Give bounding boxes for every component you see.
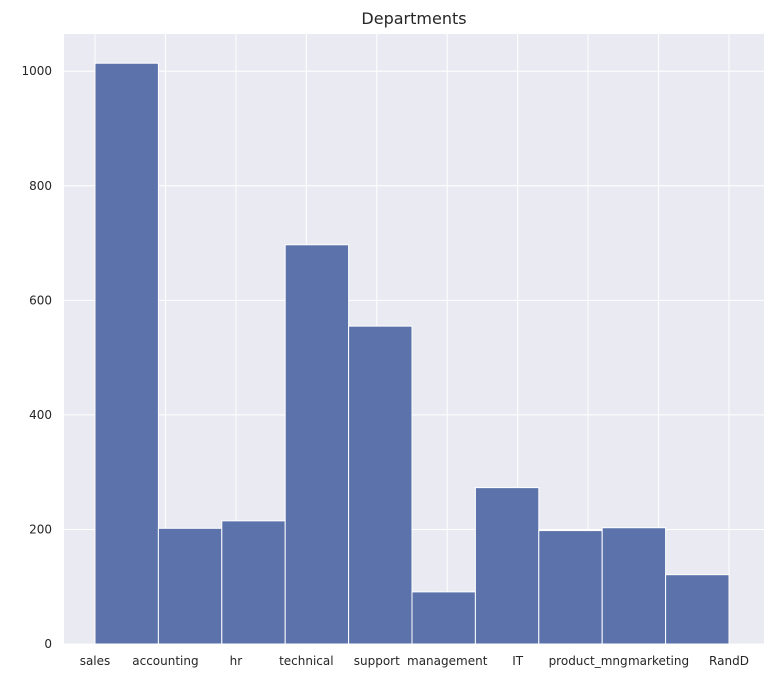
bar-marketing bbox=[601, 527, 667, 645]
y-tick-labels: 0 200 400 600 800 1000 bbox=[21, 64, 52, 651]
bar-sales bbox=[94, 62, 159, 645]
x-tick-label-randd: RandD bbox=[709, 654, 749, 668]
x-tick-label-support: support bbox=[354, 654, 400, 668]
bar-accounting bbox=[157, 527, 223, 645]
chart-title: Departments bbox=[361, 9, 466, 28]
y-tick-label-400: 400 bbox=[29, 408, 52, 422]
x-tick-label-management: management bbox=[407, 654, 488, 668]
x-tick-label-technical: technical bbox=[279, 654, 334, 668]
x-tick-label-marketing: marketing bbox=[628, 654, 689, 668]
bar-technical bbox=[284, 244, 350, 645]
x-tick-labels: sales accounting hr technical support managem… bbox=[80, 654, 749, 668]
bar-product-mng bbox=[538, 530, 603, 645]
bars bbox=[94, 62, 730, 645]
x-tick-label-it: IT bbox=[512, 654, 524, 668]
x-tick-label-sales: sales bbox=[80, 654, 111, 668]
y-tick-label-1000: 1000 bbox=[21, 64, 52, 78]
y-tick-label-0: 0 bbox=[44, 637, 52, 651]
bar-hr bbox=[221, 520, 286, 645]
bar-it bbox=[474, 487, 540, 645]
x-tick-label-product-mng: product_mng bbox=[549, 654, 628, 668]
bar-randd bbox=[665, 574, 730, 645]
y-tick-label-800: 800 bbox=[29, 179, 52, 193]
bar-support bbox=[348, 325, 413, 645]
x-tick-label-hr: hr bbox=[230, 654, 243, 668]
bar-management bbox=[411, 591, 476, 645]
y-tick-label-200: 200 bbox=[29, 522, 52, 536]
x-tick-label-accounting: accounting bbox=[132, 654, 198, 668]
y-tick-label-600: 600 bbox=[29, 293, 52, 307]
